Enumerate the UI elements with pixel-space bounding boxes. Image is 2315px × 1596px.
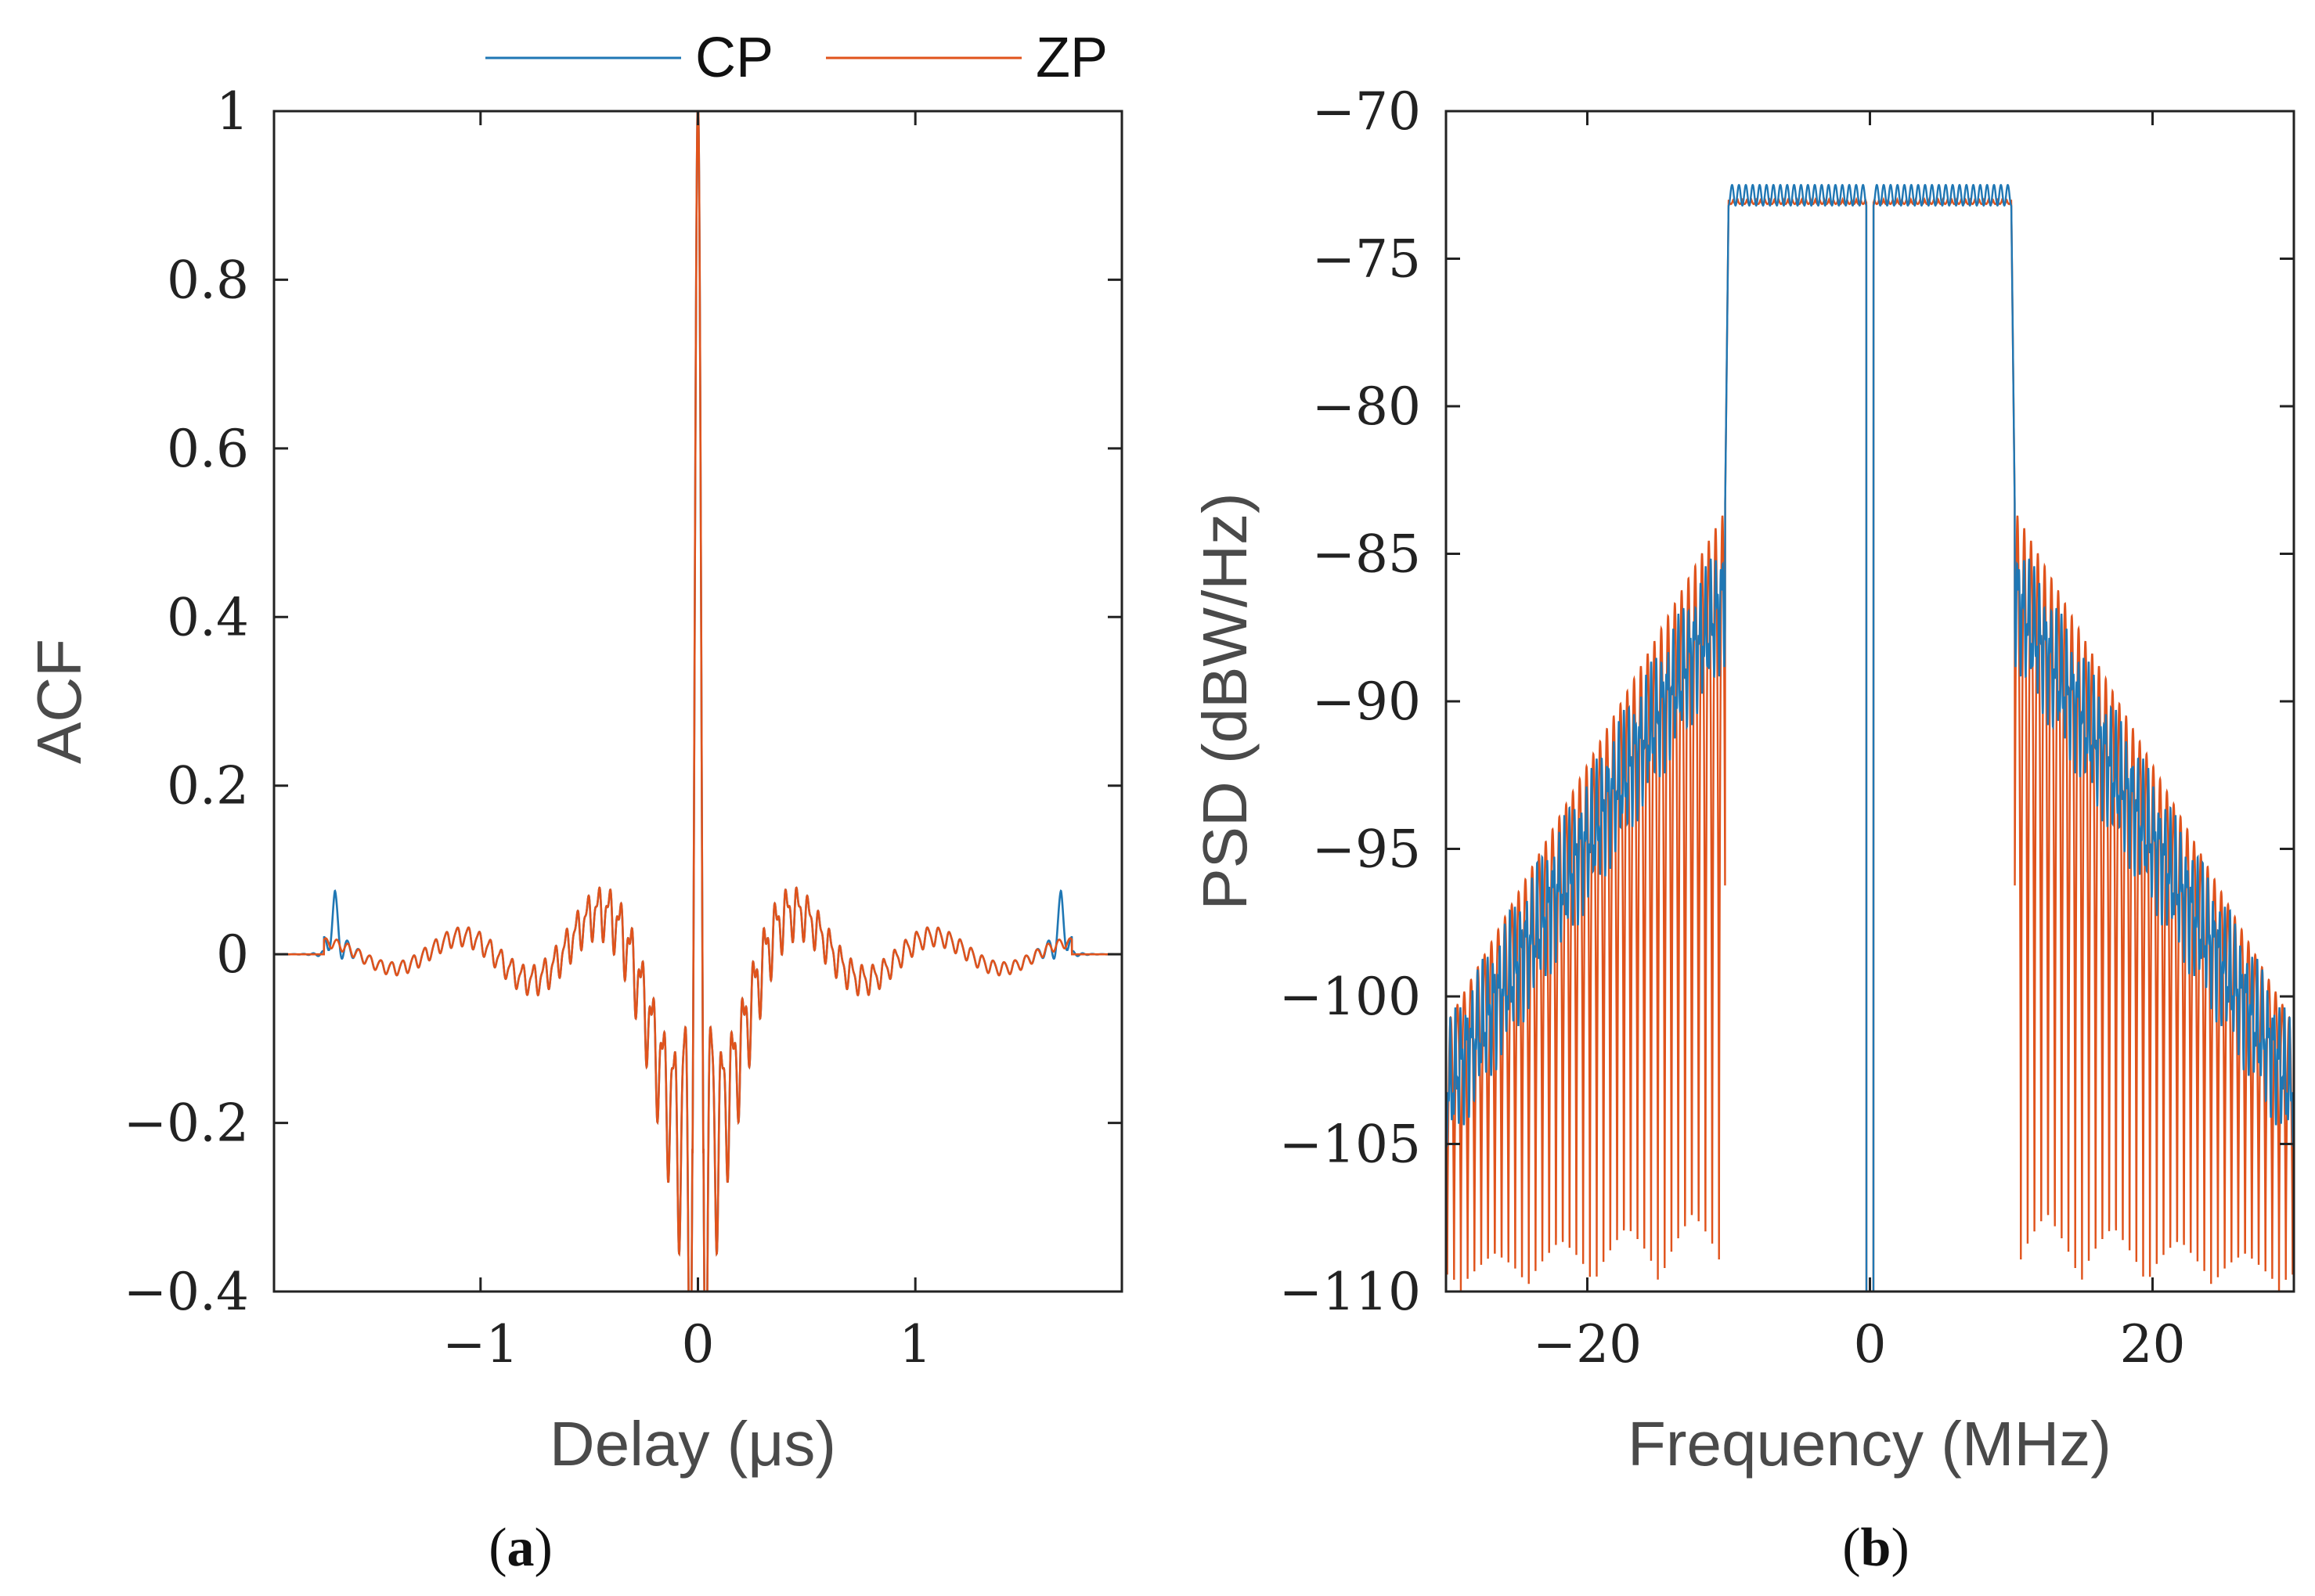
y-tick-label-b: −85	[1312, 524, 1421, 585]
y-tick-label-a: 0	[216, 924, 249, 985]
y-axis-label-b: PSD (dBW/Hz)	[1190, 492, 1260, 910]
y-tick-label-a: −0.2	[124, 1093, 249, 1154]
x-tick-label-a: −1	[442, 1314, 518, 1374]
y-tick-label-b: −95	[1312, 820, 1421, 880]
plot-frame-a	[272, 110, 1123, 1293]
plot-frame-b	[1444, 110, 2295, 1293]
y-tick-label-b: −90	[1312, 672, 1421, 732]
chart-panel-a: −1 0 1 −0.4 −0.2 0 0.2 0.4 0.6 0.8 1 ACF Delay (μs…	[24, 81, 1123, 1578]
x-tick-label-b: 20	[2120, 1314, 2186, 1374]
y-tick-label-b: −110	[1279, 1262, 1421, 1322]
y-axis-label-a: ACF	[24, 639, 94, 764]
y-tick-label-b: −80	[1312, 376, 1421, 437]
y-tick-label-b: −70	[1312, 81, 1421, 142]
y-tick-label-a: −0.4	[124, 1262, 249, 1322]
series-line-zp-b	[1446, 196, 2294, 1292]
panel-label-b: (b)	[1842, 1518, 1909, 1578]
y-tick-label-b: −105	[1279, 1115, 1421, 1175]
x-tick-label-a: 1	[899, 1314, 932, 1374]
panel-label-b-open: (	[1842, 1518, 1860, 1578]
y-tick-label-a: 1	[216, 81, 249, 142]
x-axis-label-a: Delay (μs)	[550, 1409, 836, 1479]
y-tick-label-a: 0.4	[167, 587, 249, 647]
x-tick-label-b: 0	[1854, 1314, 1887, 1374]
y-tick-label-b: −100	[1279, 967, 1421, 1027]
panel-label-a-open: (	[489, 1518, 507, 1578]
panel-label-a-letter: a	[507, 1518, 535, 1578]
y-tick-label-a: 0.2	[167, 756, 249, 816]
x-tick-label-b: −20	[1533, 1314, 1642, 1374]
y-tick-label-b: −75	[1312, 229, 1421, 290]
y-tick-label-a: 0.8	[167, 250, 249, 310]
legend-label-zp: ZP	[1036, 27, 1108, 89]
series-line-cp-b	[1446, 183, 2294, 1292]
chart-panel-b: −20 0 20 −110 −105 −100 −95 −90 −85 −80 −75 −70 PSD…	[1190, 81, 2295, 1578]
x-axis-label-b: Frequency (MHz)	[1628, 1409, 2111, 1479]
panel-label-a-close: )	[535, 1518, 553, 1578]
legend-label-cp: CP	[695, 27, 773, 89]
series-line-cp-a	[274, 111, 1122, 1292]
x-tick-label-a: 0	[682, 1314, 715, 1374]
panel-label-a: (a)	[489, 1518, 553, 1578]
legend: CP ZP	[485, 27, 1108, 89]
panel-label-b-letter: b	[1861, 1518, 1891, 1578]
series-line-zp-a	[274, 111, 1122, 1292]
y-tick-label-a: 0.6	[167, 419, 249, 479]
panel-label-b-close: )	[1891, 1518, 1909, 1578]
